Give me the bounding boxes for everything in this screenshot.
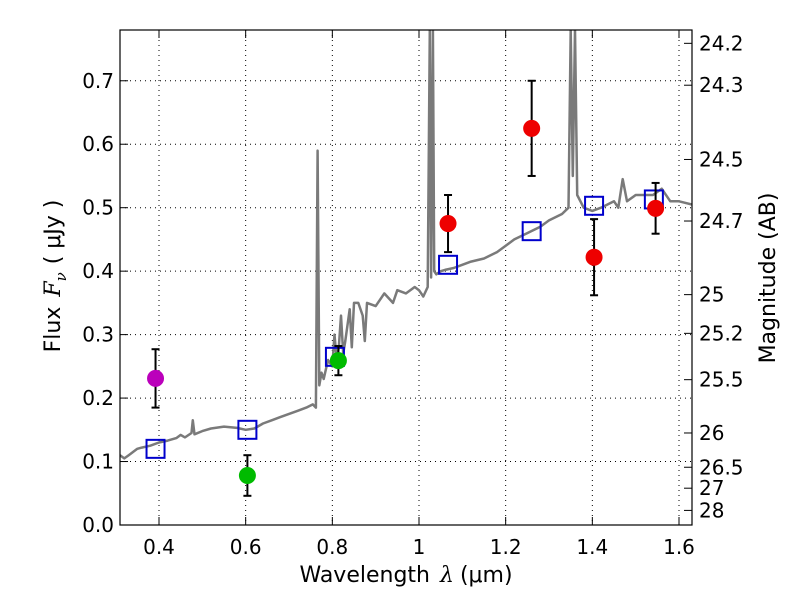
data-points-layer [147,79,665,497]
right-tick-label: 25 [699,283,724,307]
x-tick-labels: 0.4 0.6 0.8 1 1.2 1.4 1.6 [143,535,695,559]
right-tick-label: 25.5 [699,368,744,392]
data-point-red [523,119,541,137]
data-point-magenta [147,369,165,387]
y-axis-label: FluxFν( μJy ) [41,200,70,353]
model-square [521,221,542,242]
y-tick-label: 0.4 [82,259,114,283]
x-tick-label: 0.8 [316,535,348,559]
y-tick-label: 0.6 [82,132,114,156]
right-axis-label: Magnitude (AB) [756,193,781,364]
x-tick-label: 1.4 [576,535,608,559]
right-tick-label: 24.2 [699,31,744,55]
grid-lines [120,30,692,526]
x-tick-label: 0.4 [143,535,175,559]
right-tick-label: 27 [699,476,724,500]
y-tick-label: 0.7 [82,69,114,93]
right-tick-label: 24.7 [699,209,744,233]
right-tick-label: 28 [699,498,724,522]
data-point-red [647,199,665,217]
y-tick-labels: 0.0 0.1 0.2 0.3 0.4 0.5 0.6 0.7 [82,69,114,537]
right-tick-label: 25.2 [699,321,744,345]
y-tick-label: 0.3 [82,323,114,347]
x-tick-label: 1 [413,535,426,559]
right-tick-label: 24.5 [699,147,744,171]
y-tick-label: 0.0 [82,513,114,537]
y-tick-label: 0.1 [82,450,114,474]
x-tick-label: 0.6 [230,535,262,559]
right-tick-label: 26 [699,421,724,445]
spectrum-layer [120,30,692,460]
data-point-green [238,467,256,484]
tick-marks [120,30,692,526]
y-tick-label: 0.2 [82,386,114,410]
spectrum-line [120,30,692,460]
data-point-red [585,248,603,266]
y-tick-label: 0.5 [82,196,114,220]
x-tick-label: 1.6 [663,535,695,559]
model-squares-layer [145,189,664,459]
model-square [584,195,605,216]
model-square [438,254,459,275]
x-axis-label: Wavelength λ (μm) [299,563,512,588]
right-tick-label: 24.3 [699,73,744,97]
data-point-green [329,352,347,370]
data-point-red [439,215,457,233]
model-square [237,419,258,440]
x-tick-label: 1.2 [490,535,522,559]
plot-frame [119,29,693,526]
model-square [145,438,166,459]
right-tick-label: 26.5 [699,455,744,479]
